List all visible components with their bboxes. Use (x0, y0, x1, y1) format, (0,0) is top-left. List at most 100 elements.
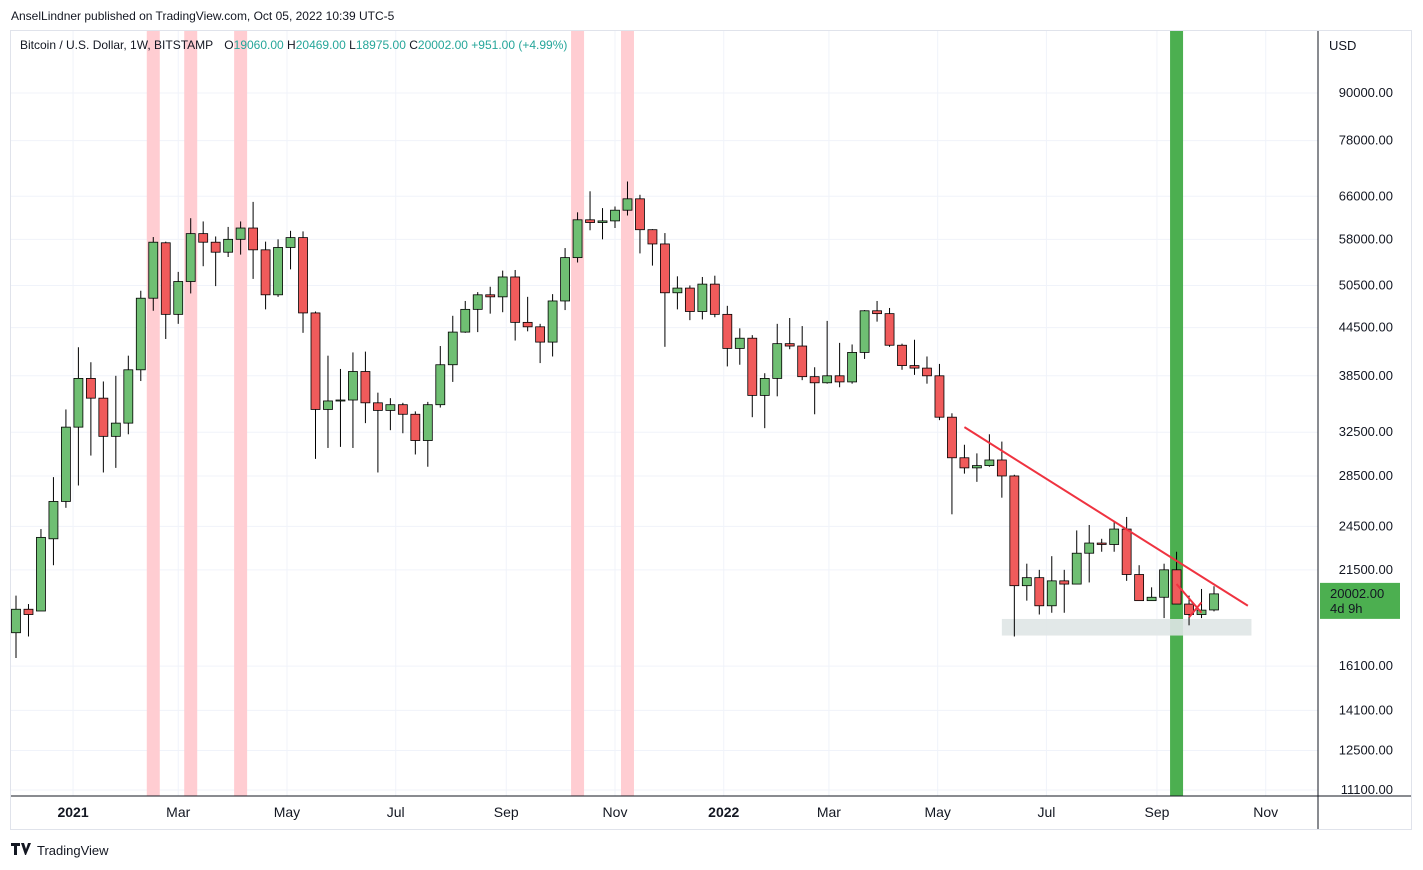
candle (535, 323, 546, 364)
candle (285, 230, 296, 270)
candle (73, 347, 84, 486)
candle-body (373, 402, 383, 411)
candle-body (809, 376, 820, 384)
candle (1134, 565, 1145, 602)
candle-body (173, 281, 184, 315)
candle (672, 276, 683, 310)
x-tick-label: May (274, 804, 300, 820)
candle-body (1059, 580, 1070, 585)
trendline (963, 426, 1249, 607)
candle-body (198, 233, 209, 243)
candle (1059, 569, 1070, 613)
candle-body (260, 249, 271, 296)
candle (335, 368, 346, 447)
candle-body (884, 313, 895, 346)
candle-body (1096, 542, 1107, 545)
y-tick-label: 14100.00 (1339, 702, 1393, 717)
highlight-band-pink (184, 31, 198, 796)
candle (323, 355, 333, 448)
candle-body (273, 247, 283, 296)
legend-close-label: C (409, 38, 418, 52)
candle (697, 276, 708, 320)
candle (85, 362, 96, 456)
candle (1071, 530, 1082, 585)
candle (809, 367, 820, 415)
x-tick-label: Mar (817, 804, 841, 820)
candle-body (472, 294, 483, 310)
candle (572, 212, 583, 263)
candle-body (859, 310, 870, 353)
price-tag-value: 20002.00 (1330, 586, 1384, 601)
candle-body (285, 237, 296, 248)
candle-body (784, 343, 795, 347)
candle-body (1209, 593, 1219, 611)
candle (784, 317, 795, 350)
y-tick-label: 66000.00 (1339, 188, 1393, 203)
x-tick-label: May (924, 804, 950, 820)
candle-body (385, 404, 396, 411)
candle (422, 401, 433, 467)
candle-body (610, 209, 620, 222)
candle-body (1159, 569, 1169, 598)
legend-close: 20002.00 (417, 38, 468, 52)
candle-body (1134, 574, 1145, 602)
candle-body (909, 365, 920, 369)
candle (747, 335, 758, 418)
x-tick-label: 2022 (708, 804, 739, 820)
candle-body (235, 227, 246, 240)
candle-body (148, 241, 159, 299)
candle-body (36, 536, 46, 612)
candle-body (797, 345, 808, 378)
candle-body (684, 287, 695, 312)
candle (123, 355, 134, 435)
candle (772, 323, 783, 397)
candle (273, 239, 283, 297)
candle-body (422, 404, 433, 441)
candle-body (984, 459, 995, 467)
candle-body (1046, 580, 1057, 607)
candle (847, 344, 857, 384)
candle (198, 221, 209, 267)
candle (510, 269, 521, 341)
candle-body (447, 331, 458, 366)
x-tick-label: Sep (1144, 804, 1169, 820)
x-tick-label: 2021 (57, 804, 88, 820)
candle (23, 604, 34, 637)
candle-body (1071, 552, 1082, 585)
candle-body (98, 397, 109, 437)
candle (1046, 556, 1057, 613)
candle (522, 296, 533, 332)
candle (235, 221, 246, 255)
candle (560, 248, 570, 311)
candle-body (635, 198, 645, 231)
candle (709, 275, 720, 318)
legend-change: +951.00 (+4.99%) (471, 38, 568, 52)
candle-body (435, 364, 446, 406)
chart-frame[interactable] (10, 30, 1412, 830)
candle-body (360, 371, 371, 404)
candle (1021, 563, 1032, 601)
y-tick-label: 90000.00 (1339, 85, 1393, 100)
candle (1034, 569, 1045, 615)
x-tick-label: Nov (603, 804, 628, 820)
candle-body (672, 287, 683, 294)
candle (1096, 538, 1107, 552)
candle-body (1021, 577, 1032, 587)
candle (610, 206, 620, 229)
candle-body (660, 243, 670, 294)
candle (872, 300, 882, 322)
candle (585, 191, 595, 231)
candle (485, 286, 496, 314)
candle (373, 392, 383, 473)
candle-body (1184, 603, 1194, 615)
candle (310, 311, 321, 459)
candle-body (485, 294, 496, 298)
candle-body (722, 313, 733, 349)
highlight-band-pink (146, 31, 160, 796)
candle-body (1009, 475, 1020, 587)
candle-body (248, 227, 258, 251)
candle-body (772, 343, 783, 379)
candle-body (11, 608, 21, 634)
candle-body (348, 371, 358, 401)
